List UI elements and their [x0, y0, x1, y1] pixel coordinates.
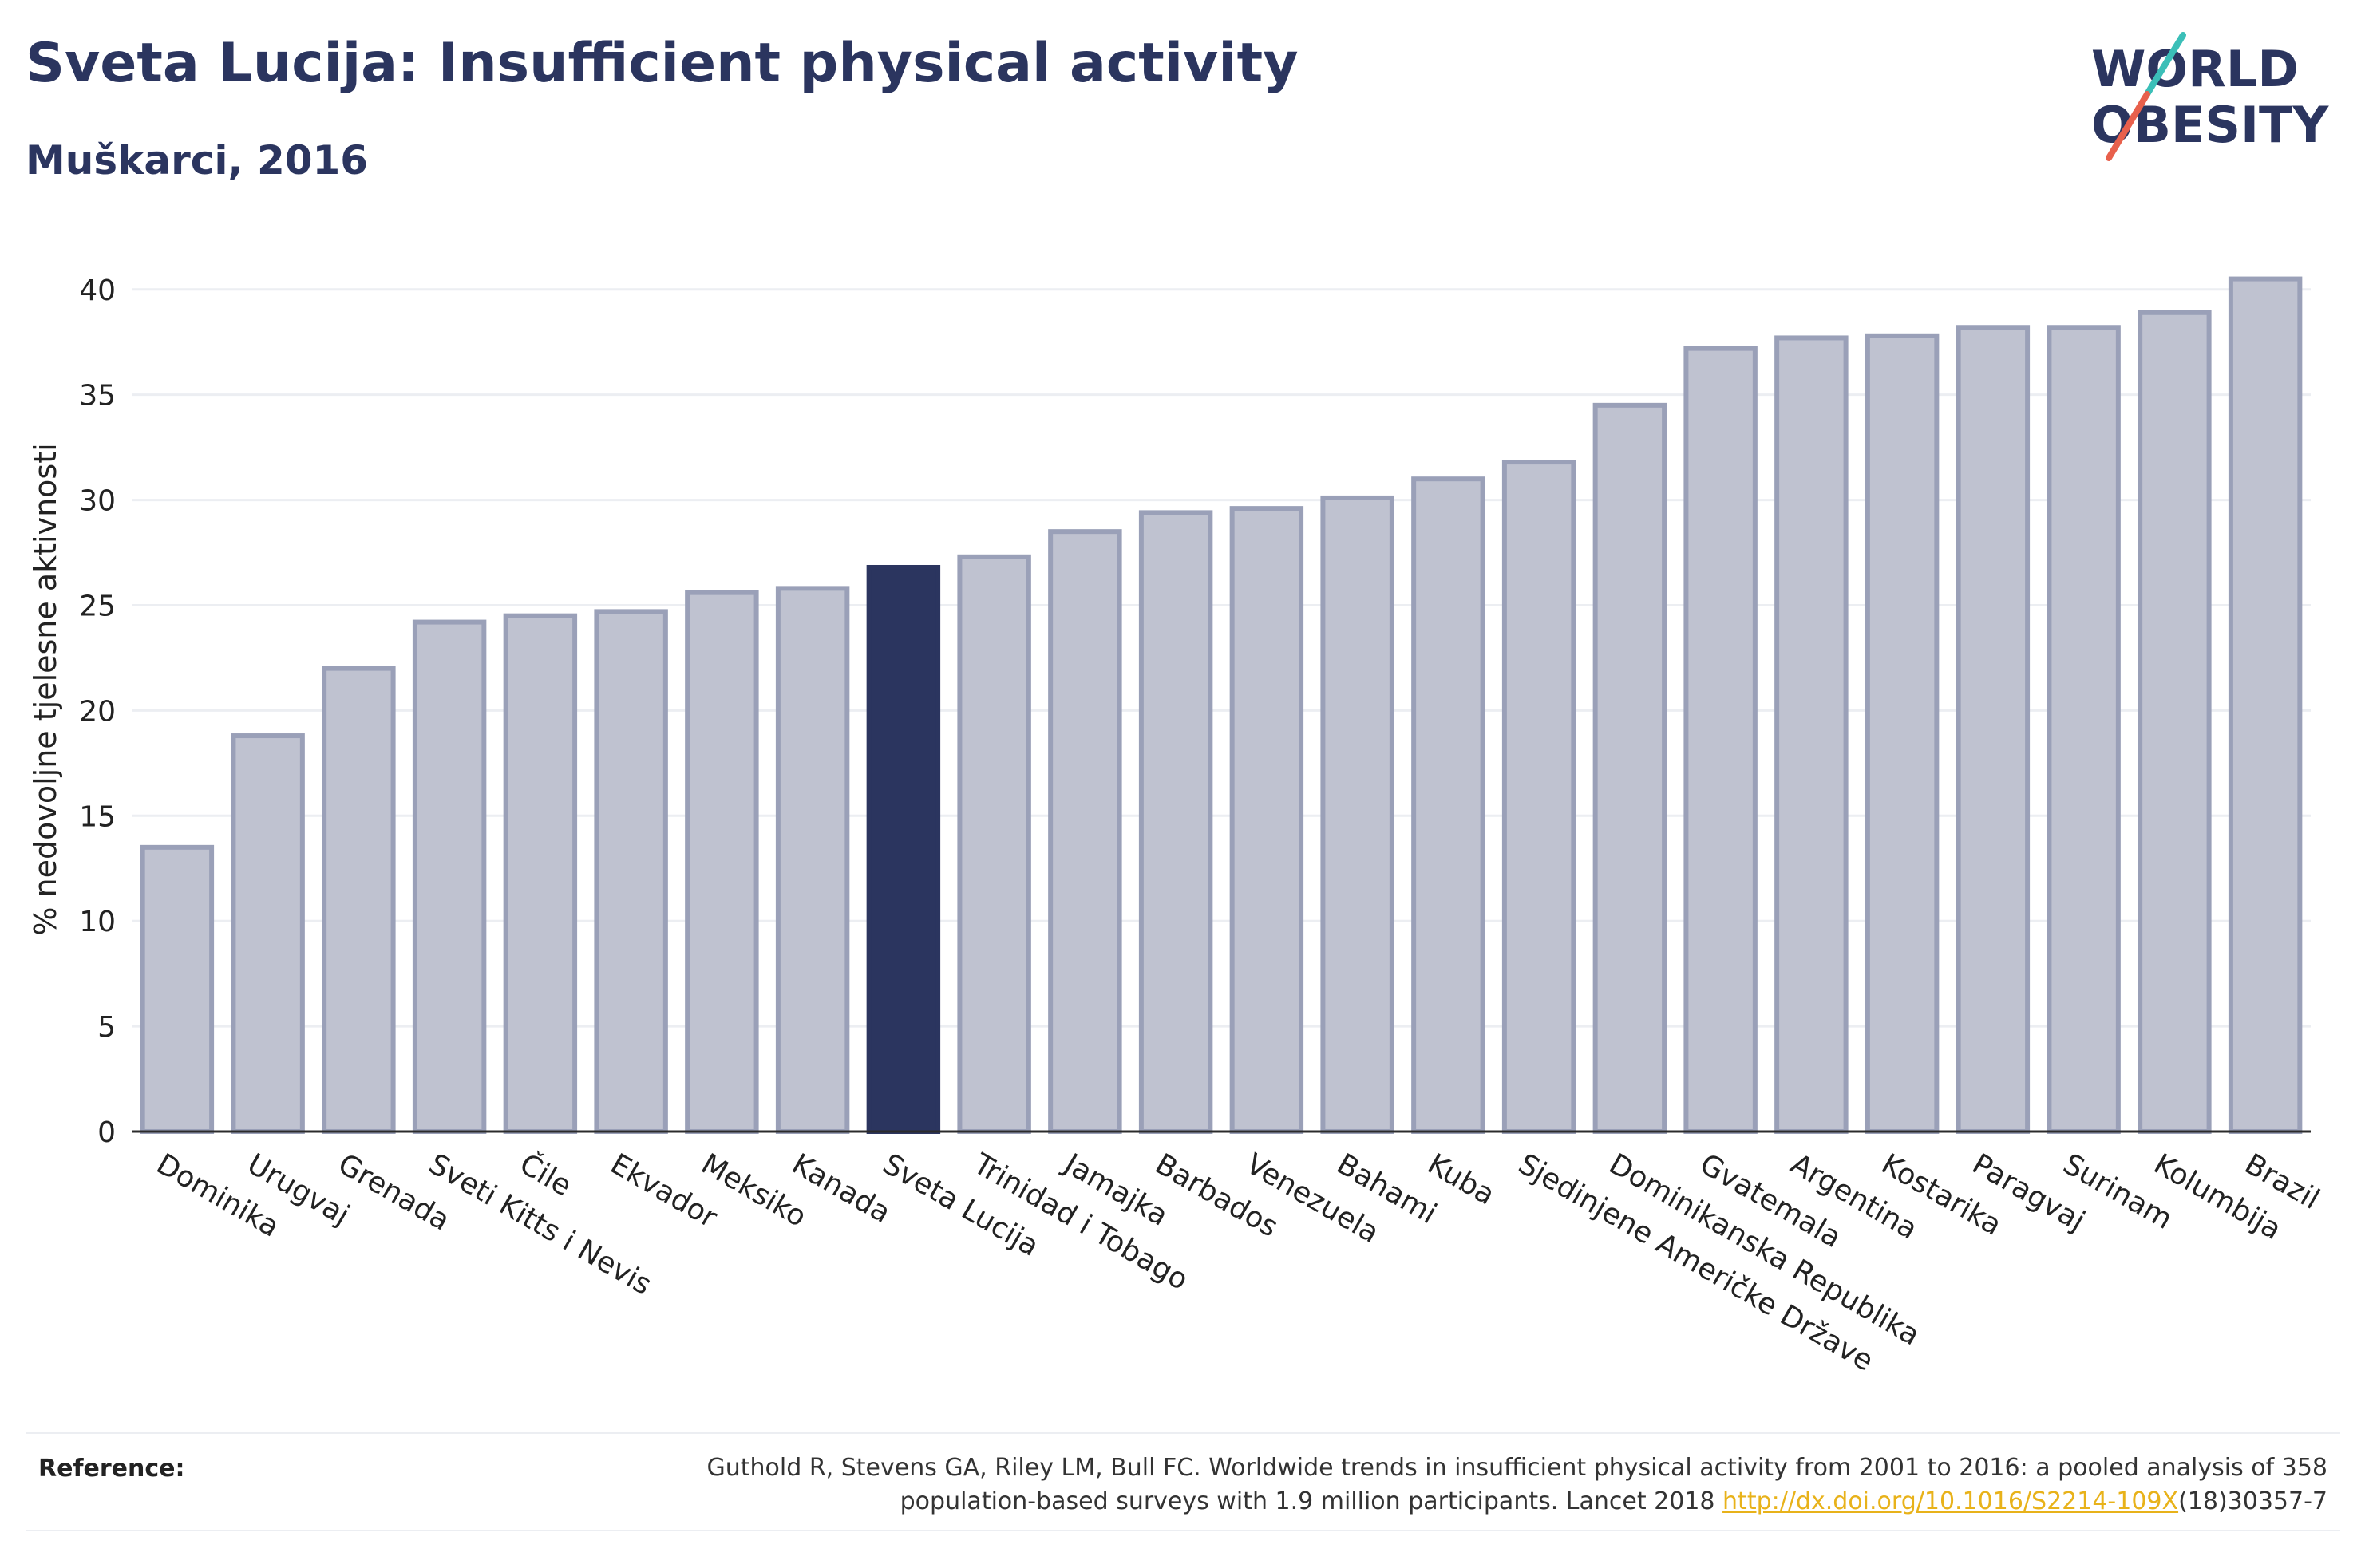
y-tick-label: 0: [97, 1116, 116, 1149]
bar: [231, 733, 305, 1134]
reference-line-1: Guthold R, Stevens GA, Riley LM, Bull FC…: [706, 1454, 2327, 1482]
y-tick-label: 5: [97, 1011, 116, 1044]
reference-line-2-pre: population-based surveys with 1.9 millio…: [900, 1487, 1723, 1515]
y-tick-label: 15: [79, 800, 116, 833]
bar: [1501, 460, 1576, 1134]
world-obesity-logo: WORLD OBESITY: [2091, 32, 2329, 161]
bar: [1320, 495, 1394, 1134]
bar: [1865, 333, 1940, 1134]
bar: [322, 666, 396, 1134]
y-tick-label: 30: [79, 485, 116, 518]
bar: [1956, 325, 2031, 1134]
y-tick-labels: 0 5 10 15 20 25 30 35 40: [79, 274, 116, 1149]
bar: [2228, 276, 2303, 1135]
reference-line-2-post: (18)30357-7: [2178, 1487, 2327, 1515]
bar: [685, 590, 759, 1134]
reference-section: Reference: Guthold R, Stevens GA, Riley …: [26, 1432, 2340, 1531]
bar: [1229, 506, 1304, 1134]
logo-slash-top: [2144, 32, 2186, 97]
bar: [1138, 510, 1213, 1134]
y-tick-label: 10: [79, 906, 116, 938]
bar: [1592, 402, 1667, 1135]
y-tick-label: 25: [79, 590, 116, 622]
bar: [1048, 529, 1122, 1134]
bar: [412, 619, 487, 1134]
x-tick-label: Čile: [514, 1147, 577, 1203]
y-axis-label: % nedovoljne tjelesne aktivnosti: [28, 443, 63, 935]
y-tick-label: 20: [79, 695, 116, 728]
reference-text: Guthold R, Stevens GA, Riley LM, Bull FC…: [492, 1451, 2327, 1519]
page-title: Sveta Lucija: Insufficient physical acti…: [26, 32, 1299, 95]
y-tick-label: 40: [79, 274, 116, 307]
bar: [503, 613, 578, 1134]
bar: [594, 609, 668, 1134]
logo-line-1: WORLD: [2091, 40, 2299, 98]
bar-highlighted: [866, 564, 941, 1134]
bar: [2047, 325, 2121, 1134]
bar: [1411, 476, 1485, 1134]
bar: [1774, 335, 1849, 1134]
bar-chart: 0 5 10 15 20 25 30 35 40 DominikaUrugvajGrenadaS…: [28, 274, 2325, 1378]
page-subtitle: Muškarci, 2016: [26, 137, 369, 184]
bar: [1683, 346, 1758, 1134]
bar: [957, 554, 1031, 1134]
bar: [775, 586, 850, 1134]
bar: [2138, 310, 2212, 1134]
y-tick-label: 35: [79, 380, 116, 413]
reference-label: Reference:: [38, 1455, 185, 1483]
logo-slash-bottom: [2106, 91, 2150, 161]
reference-doi-link[interactable]: http://dx.doi.org/10.1016/S2214-109X: [1722, 1487, 2179, 1515]
bars: [140, 276, 2303, 1135]
bar: [140, 844, 215, 1135]
